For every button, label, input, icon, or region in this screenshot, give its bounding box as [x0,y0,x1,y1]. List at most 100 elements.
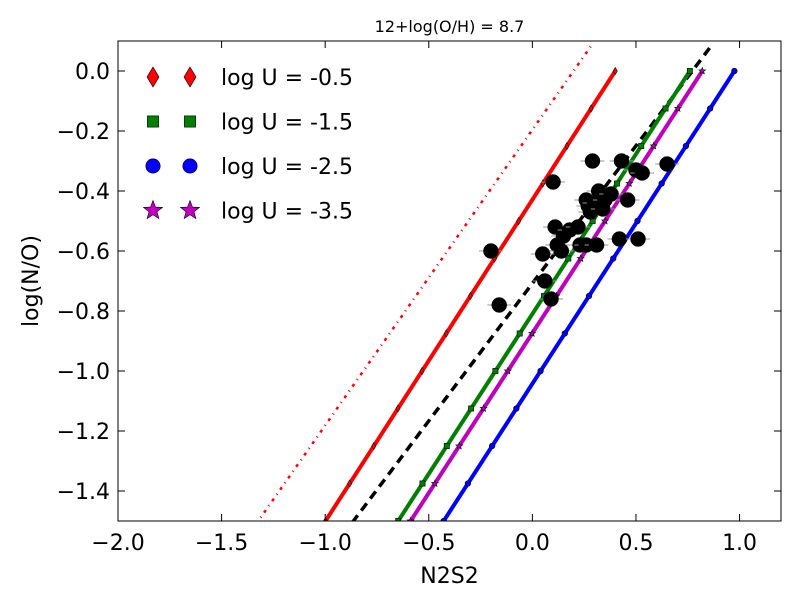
series-marker-3 [731,67,738,75]
series-marker-2 [395,518,402,521]
plot-area [118,41,781,521]
series-marker-4 [625,179,634,188]
series-marker-1 [564,141,570,151]
plot-border [117,40,782,522]
legend-label-1: log U = -0.5 [221,66,353,91]
series-marker-3 [440,517,447,521]
series-marker-4 [455,441,464,450]
observation-point [534,246,551,262]
chart-title: 12+log(O/H) = 8.7 [375,17,525,36]
observation-point [584,153,601,169]
series-marker-3 [513,405,520,412]
series-marker-4 [430,479,440,488]
series-marker-3 [585,292,593,300]
series-marker-2 [419,480,426,487]
series-marker-3 [561,330,568,337]
x-tick-label: −2.0 [91,531,144,556]
series-marker-2 [443,443,450,449]
y-tick-label: 0.0 [75,60,110,85]
series-marker-1 [612,66,618,76]
axis-ticks: −2.0 −1.5 −1.0 −0.5 0.0 0.5 1.0 0.0 −0.2 −0.4 −0.6… [57,41,781,556]
legend-marker-3 [145,158,161,174]
y-tick-label: −0.8 [57,300,110,325]
series-marker-1 [347,479,353,488]
series-marker-1 [443,329,449,338]
series-marker-4 [527,329,537,338]
legend-marker-2 [184,115,196,128]
observation-point [543,291,559,307]
observation-point [491,297,507,313]
observation-point [630,231,646,247]
series-marker-1 [516,216,522,226]
y-tick-label: −0.6 [57,240,110,265]
legend-marker-3 [182,158,198,174]
observation-point [570,219,586,235]
series-marker-2 [638,143,645,149]
series-marker-4 [479,404,488,413]
dashed-fit-line [351,42,715,521]
series-line-2 [395,69,692,521]
y-axis-title: log(N/O) [19,235,44,327]
legend-marker-1 [183,66,197,88]
legend-marker-1 [146,66,160,88]
y-tick-label: −0.4 [57,180,110,205]
series-marker-3 [682,142,690,150]
legend-marker-2 [147,115,159,128]
observation-point [545,174,561,190]
series-marker-3 [489,442,496,450]
observation-point [659,156,675,172]
series-marker-4 [503,366,512,375]
y-tick-label: −1.4 [57,480,110,505]
series-marker-3 [634,217,641,225]
x-tick-label: −0.5 [402,531,455,556]
series-marker-3 [707,105,714,112]
series-marker-2 [516,330,523,337]
series-marker-3 [610,255,617,262]
series-line-1 [323,69,617,521]
y-tick-label: −1.0 [57,360,110,385]
observation-point [613,153,630,169]
plot-content [256,42,738,521]
series-marker-2 [686,68,693,74]
series-marker-2 [565,255,572,262]
legend-label-2: log U = -1.5 [221,111,353,136]
legend-label-4: log U = -3.5 [221,200,353,225]
series-marker-4 [576,254,585,263]
observation-point [553,243,570,259]
x-tick-label: 1.0 [722,531,757,556]
series-marker-3 [537,367,544,375]
x-tick-label: −1.0 [298,531,351,556]
series-marker-2 [613,180,620,187]
legend: log U = -0.5 log U = -1.5 log U = -2.5 log … [142,66,353,225]
series-marker-1 [588,104,594,113]
series-marker-1 [419,366,425,376]
series-marker-1 [371,441,377,451]
series-marker-4 [698,66,707,75]
series-line-3 [441,69,737,521]
observation-point [611,231,628,247]
series-line-4 [408,69,704,521]
observation-point [603,186,619,202]
series-marker-2 [468,405,475,412]
y-tick-label: −0.2 [57,120,110,145]
series-marker-1 [395,404,401,413]
x-tick-label: 0.0 [515,531,550,556]
series-marker-4 [649,141,658,150]
observation-point [483,243,499,259]
x-tick-label: 0.5 [618,531,653,556]
series-marker-3 [464,480,472,487]
series-marker-3 [658,180,665,187]
legend-marker-4 [179,199,201,220]
legend-marker-4 [142,199,164,220]
observation-point [537,273,553,289]
x-axis-title: N2S2 [420,564,478,589]
series-marker-1 [467,291,473,301]
observation-point [588,237,605,253]
series-marker-4 [600,216,610,225]
series-marker-4 [673,104,683,113]
series-marker-2 [662,105,669,112]
observation-point [619,192,636,208]
x-tick-label: −1.5 [195,531,248,556]
y-tick-label: −1.2 [57,420,110,445]
